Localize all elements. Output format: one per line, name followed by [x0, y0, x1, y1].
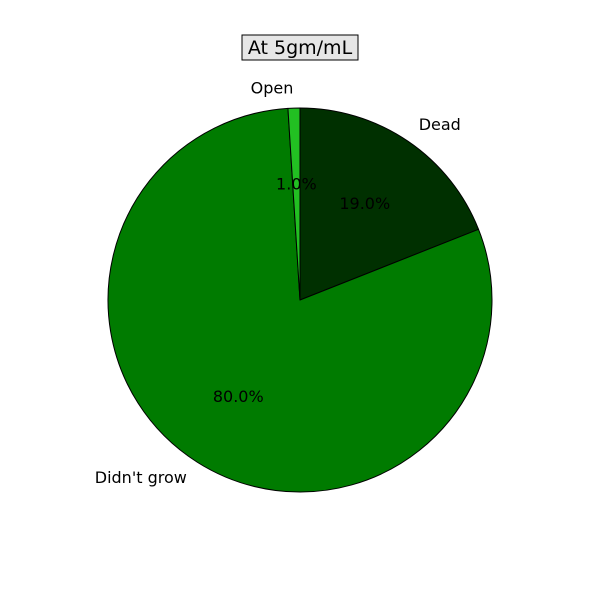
pie-labels: Dead 19.0% Didn't grow 80.0% Open 1.0% — [95, 78, 461, 486]
slice-percent-2: 1.0% — [276, 174, 317, 193]
chart-title-box — [241, 34, 359, 61]
slice-percent-1: 80.0% — [213, 387, 264, 406]
chart-title: At 5gm/mL — [248, 37, 353, 59]
chart-title-group: At 5gm/mL — [241, 34, 359, 61]
slice-label-1: Didn't grow — [95, 468, 187, 487]
slice-percent-0: 19.0% — [339, 194, 390, 213]
slice-label-2: Open — [251, 78, 294, 97]
pie-slice-2 — [287, 107, 301, 301]
pie-slices — [107, 107, 493, 493]
slice-label-0: Dead — [419, 115, 461, 134]
pie-slice-0 — [299, 107, 480, 301]
